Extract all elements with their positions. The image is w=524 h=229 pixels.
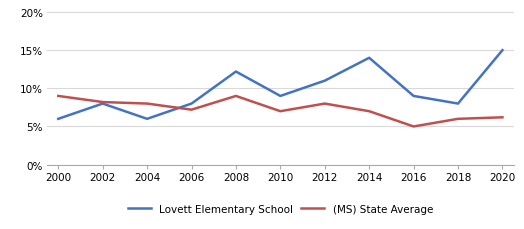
Lovett Elementary School <box>188 103 194 106</box>
Lovett Elementary School <box>455 103 461 106</box>
Lovett Elementary School <box>277 95 283 98</box>
Line: Lovett Elementary School: Lovett Elementary School <box>58 51 503 119</box>
Lovett Elementary School <box>55 118 61 121</box>
(MS) State Average <box>366 110 373 113</box>
Lovett Elementary School <box>410 95 417 98</box>
Lovett Elementary School <box>366 57 373 60</box>
(MS) State Average <box>499 116 506 119</box>
(MS) State Average <box>144 103 150 106</box>
(MS) State Average <box>100 101 106 104</box>
(MS) State Average <box>322 103 328 106</box>
Lovett Elementary School <box>499 49 506 52</box>
Lovett Elementary School <box>322 80 328 83</box>
(MS) State Average <box>55 95 61 98</box>
(MS) State Average <box>188 109 194 112</box>
(MS) State Average <box>233 95 239 98</box>
(MS) State Average <box>455 118 461 121</box>
(MS) State Average <box>410 125 417 128</box>
Lovett Elementary School <box>233 71 239 74</box>
Lovett Elementary School <box>144 118 150 121</box>
Legend: Lovett Elementary School, (MS) State Average: Lovett Elementary School, (MS) State Ave… <box>128 204 433 214</box>
Line: (MS) State Average: (MS) State Average <box>58 96 503 127</box>
(MS) State Average <box>277 110 283 113</box>
Lovett Elementary School <box>100 103 106 106</box>
